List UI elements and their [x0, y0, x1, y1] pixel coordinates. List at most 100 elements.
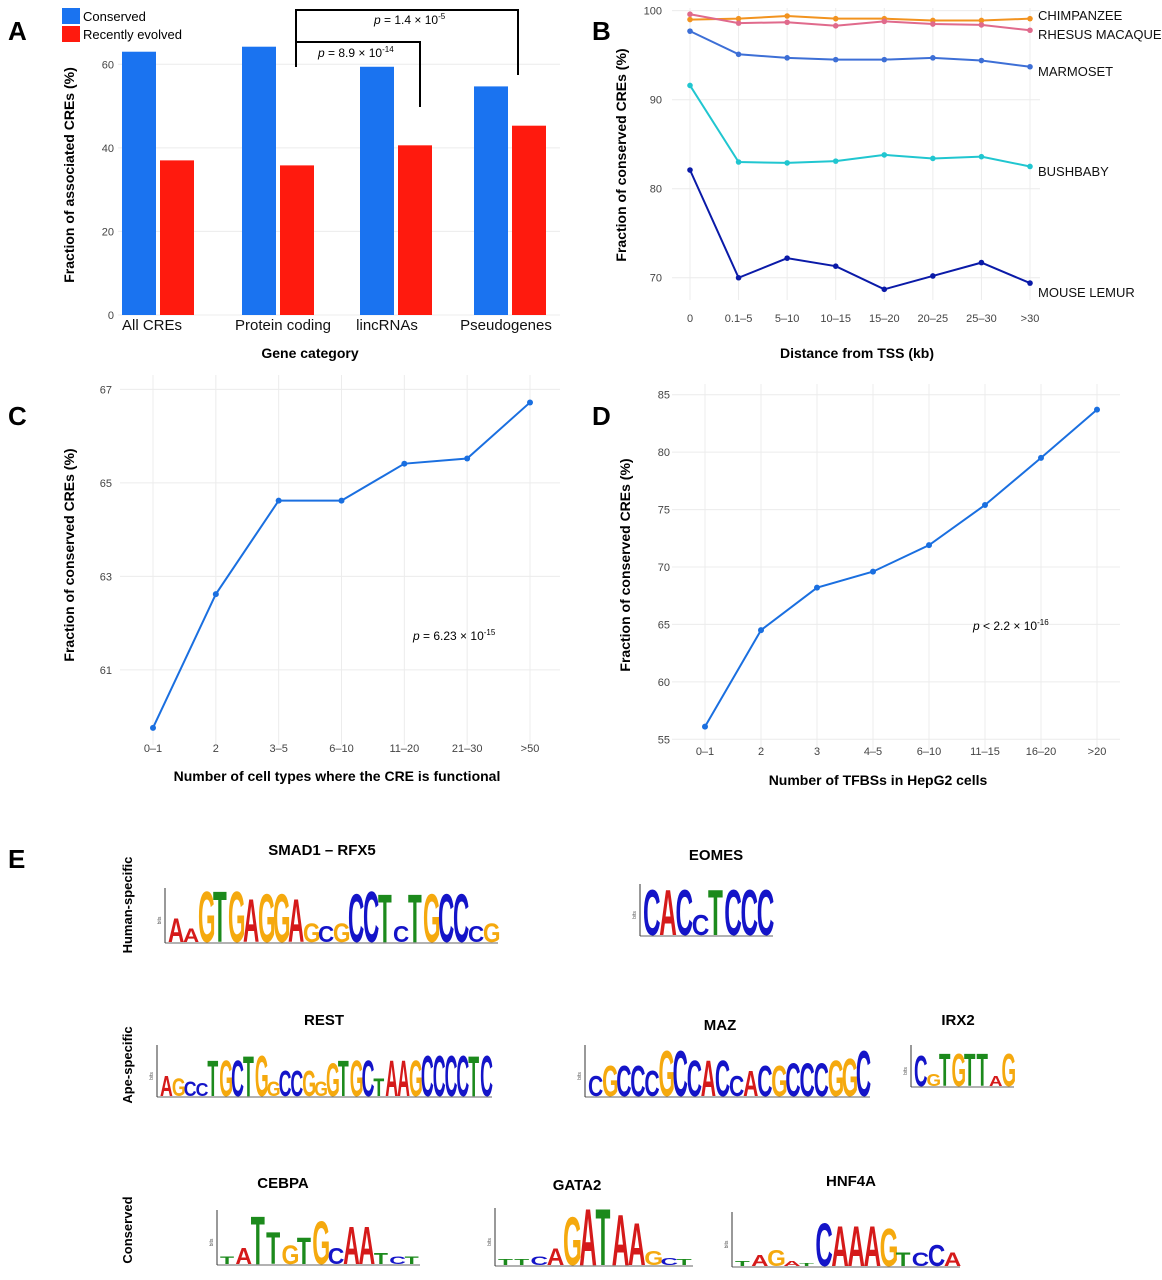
panel-a-y-ticks: 0 20 40 60 [102, 59, 114, 322]
motif-letter-c: C [421, 1045, 434, 1110]
bar-conserved [122, 51, 156, 315]
panel-b-xlabel: Distance from TSS (kb) [780, 345, 934, 361]
motif-letter-t: T [220, 1254, 234, 1267]
data-point [1027, 163, 1033, 170]
motif-letter-c: C [433, 1045, 446, 1110]
data-point [832, 56, 839, 63]
data-point [212, 591, 219, 598]
motif-letter-c: C [588, 1071, 603, 1103]
bar-recently-evolved [512, 125, 546, 315]
motif-letter-a: A [288, 886, 304, 955]
data-point [881, 56, 888, 63]
motif-letter-g: G [302, 1064, 316, 1105]
motif-letter-c: C [673, 1038, 688, 1111]
motif-letter-c: C [456, 1045, 469, 1110]
motif-title-eomes: EOMES [689, 847, 743, 864]
panel-b-xtick-label: >30 [1021, 313, 1040, 325]
panel-a-xlabel: Gene category [261, 345, 358, 361]
bar-recently-evolved [280, 165, 314, 315]
data-point [814, 584, 820, 591]
motif-letter-t: T [408, 880, 422, 957]
panel-d-ytick-label: 60 [658, 677, 670, 689]
row-label-human-specific: Human-specific [120, 857, 135, 954]
panel-b-xtick-label: 20–25 [918, 313, 949, 325]
data-point [978, 153, 985, 160]
motif-letter-a: A [547, 1244, 565, 1271]
motif-letter-c: C [856, 1038, 871, 1111]
motif-letter-c: C [328, 1243, 345, 1269]
panel-c-xtick-label: >50 [521, 743, 540, 755]
panel-d-xtick-label: 16–20 [1026, 746, 1057, 758]
data-point [870, 568, 876, 575]
motif-letter-t: T [514, 1258, 529, 1267]
motif-letter-a: A [659, 878, 677, 950]
motif-letter-t: T [708, 878, 723, 950]
motif-letter-a: A [701, 1052, 716, 1108]
motif-axis-label: bits [724, 1240, 730, 1248]
data-point [978, 259, 985, 266]
panel-c-xtick-label: 6–10 [329, 743, 353, 755]
motif-letter-a: A [397, 1052, 410, 1108]
data-point [784, 19, 790, 26]
motif-letter-c: C [318, 921, 334, 947]
motif-letter-c: C [644, 1064, 659, 1104]
panel-c-ylabel: Fraction of conserved CREs (%) [61, 448, 77, 661]
panel-c-xtick-label: 21–30 [452, 743, 483, 755]
panel-b-ytick-label: 90 [650, 95, 662, 107]
motif-letter-t: T [373, 1073, 384, 1102]
motif-letter-a: A [243, 886, 259, 955]
motif-logo-irx2: bits CGT GT T AG [903, 1044, 1016, 1096]
data-point [401, 460, 408, 467]
motif-letter-c: C [393, 921, 409, 947]
panel-d-xtick-label: 0–1 [696, 746, 714, 758]
data-point [978, 22, 985, 28]
panel-b-ytick-label: 100 [644, 6, 662, 18]
panel-label-a: A [8, 16, 27, 46]
motif-letter-c: C [914, 1048, 928, 1096]
panel-c-gridlines [120, 375, 560, 745]
motif-letter-c: C [389, 1254, 406, 1267]
data-point [527, 399, 533, 406]
series-line-bushbaby [689, 84, 1031, 168]
series-line-marmoset [689, 30, 1031, 68]
panel-b-ylabel: Fraction of conserved CREs (%) [613, 48, 629, 261]
motif-letter-c: C [741, 878, 759, 950]
panel-d-ytick-label: 55 [658, 734, 670, 746]
panel-a-ytick-label: 0 [108, 310, 114, 322]
motif-letter-g: G [326, 1054, 340, 1107]
motif-letter-g: G [258, 880, 275, 957]
motif-axis-label: bits [209, 1238, 215, 1246]
motif-letter-g: G [219, 1052, 233, 1108]
motif-letter-a: A [235, 1243, 252, 1269]
motif-letter-c: C [729, 1071, 744, 1103]
motif-title-rest: REST [304, 1012, 344, 1029]
motif-letter-t: T [799, 1262, 814, 1267]
bar-conserved [474, 86, 508, 315]
legend-swatch-recent [62, 26, 80, 42]
motif-title-cebpa: CEBPA [257, 1175, 309, 1192]
panel-c-ytick-label: 63 [100, 571, 112, 583]
panel-c-xtick-label: 2 [213, 743, 219, 755]
panel-b-ytick-label: 80 [650, 184, 662, 196]
panel-label-c: C [8, 401, 27, 431]
motif-axis-label: bits [577, 1072, 583, 1080]
data-point [687, 28, 693, 34]
motif-letter-a: A [989, 1073, 1003, 1089]
motif-letter-t: T [207, 1052, 218, 1108]
data-point [881, 286, 888, 293]
motif-letter-c: C [757, 878, 775, 950]
data-point [930, 21, 936, 27]
panel-d-ticks: 55 60 65 70 75 80 85 0–1 2 3 4–5 6–10 11–15 16–20 >20 [658, 390, 1107, 758]
motif-title-gata2: GATA2 [553, 1177, 602, 1194]
motif-letter-c: C [438, 880, 454, 957]
panel-b-xtick-label: 0 [687, 313, 693, 325]
motif-letter-a: A [183, 926, 199, 947]
motif-letter-t: T [677, 1258, 692, 1267]
motif-letter-c: C [757, 1058, 772, 1106]
panel-c-xtick-label: 3–5 [269, 743, 287, 755]
